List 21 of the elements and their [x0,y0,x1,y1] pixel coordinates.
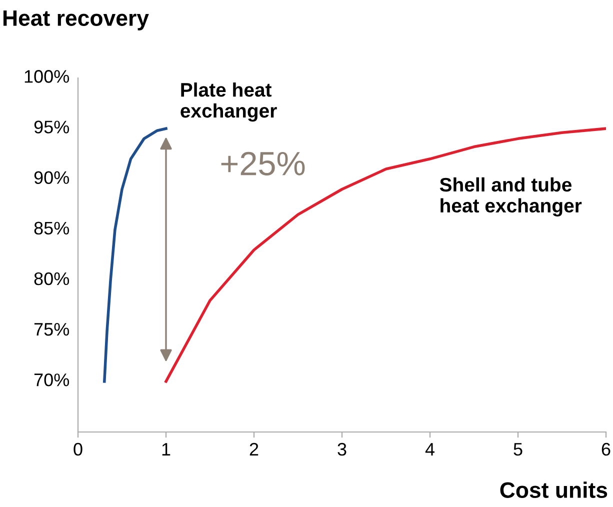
y-axis-title: Heat recovery [3,10,149,30]
x-tick-label: 3 [338,442,346,456]
y-tick-label: 90% [34,171,70,184]
x-tick-label: 5 [514,443,522,456]
series-label: Plate heat exchanger [180,82,277,122]
x-tick-label: 2 [250,442,258,456]
annotation: +25% [221,152,305,176]
x-tick-label: 6 [602,442,610,456]
y-tick-label: 100% [24,70,70,83]
y-tick-label: 70% [34,373,70,386]
line-series [164,127,606,383]
y-tick-label: 75% [34,322,70,336]
x-tick-label: 0 [74,442,82,456]
x-tick-label: 4 [425,443,434,456]
series-label: Shell and tube heat exchanger [440,177,582,216]
y-tick-label: 80% [34,272,70,286]
y-tick-label: 85% [34,222,70,235]
y-tick-label: 95% [34,120,70,134]
line-series [103,127,168,383]
x-axis-title: Cost units [500,482,608,498]
x-tick-label: 1 [162,443,170,456]
